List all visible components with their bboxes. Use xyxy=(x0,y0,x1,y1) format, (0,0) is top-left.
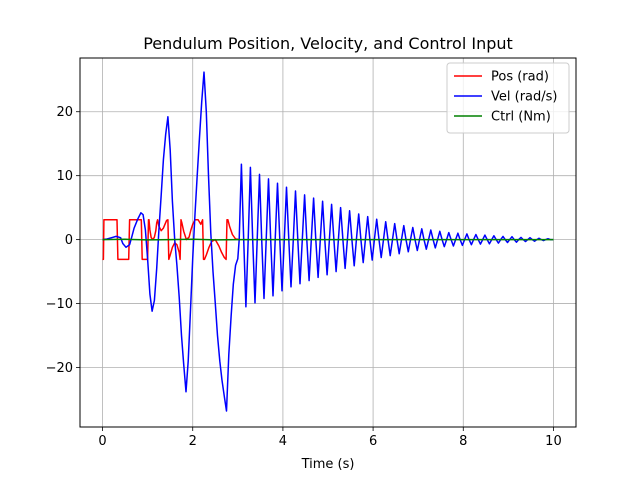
plot-frame xyxy=(79,57,577,428)
legend-label-3: Ctrl (Nm) xyxy=(491,110,551,125)
series-layer xyxy=(102,71,554,412)
chart-title: Pendulum Position, Velocity, and Control… xyxy=(143,34,513,53)
y-tick-label: −10 xyxy=(46,297,73,312)
x-tick-label: 4 xyxy=(279,434,287,449)
y-tick-label: 0 xyxy=(65,233,73,248)
x-tick-label: 6 xyxy=(369,434,377,449)
legend-label-2: Vel (rad/s) xyxy=(491,90,558,105)
y-tick-label: −20 xyxy=(46,361,73,376)
x-axis-label: Time (s) xyxy=(301,457,355,472)
y-tick-label: 10 xyxy=(56,169,73,184)
x-tick-label: 8 xyxy=(459,434,467,449)
legend: Pos (rad) Vel (rad/s) Ctrl (Nm) xyxy=(446,62,570,134)
x-tick-label: 2 xyxy=(189,434,197,449)
y-tick-label: 20 xyxy=(56,105,73,120)
y-axis: −20 −10 0 10 20 xyxy=(46,105,80,376)
legend-label-1: Pos (rad) xyxy=(491,70,549,85)
x-axis: 0 2 4 6 8 10 xyxy=(98,427,562,449)
x-tick-label: 10 xyxy=(545,434,562,449)
series-line-3 xyxy=(102,238,554,241)
x-tick-label: 0 xyxy=(98,434,106,449)
